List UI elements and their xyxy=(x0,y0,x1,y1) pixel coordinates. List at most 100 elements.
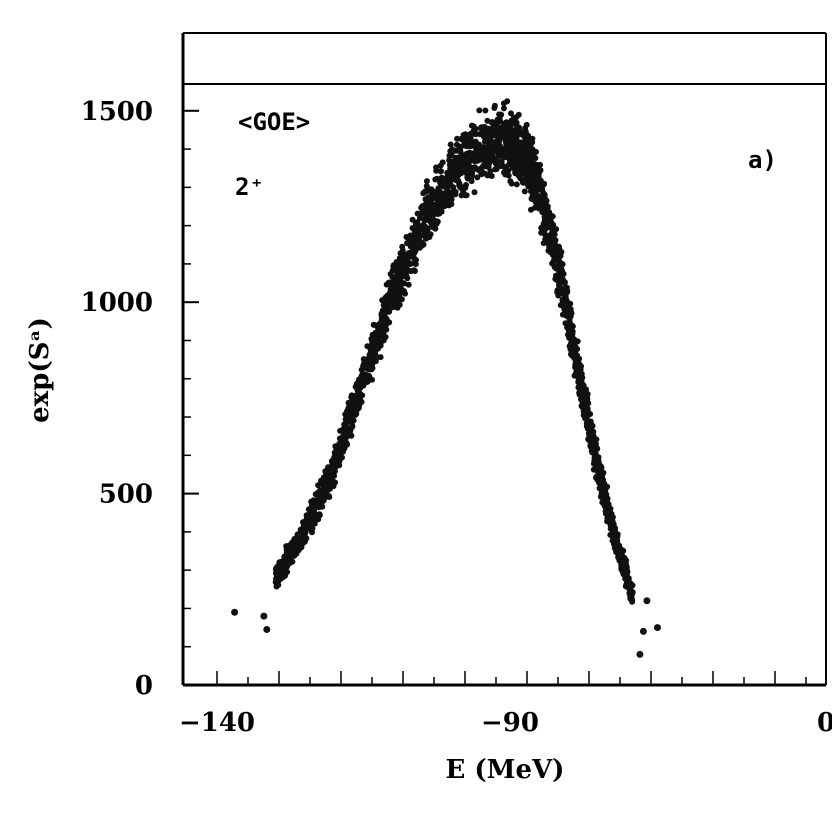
data-point xyxy=(473,165,480,172)
data-point xyxy=(377,327,383,334)
data-point xyxy=(411,268,418,274)
data-point xyxy=(479,124,486,131)
data-point xyxy=(606,508,613,515)
data-point xyxy=(345,399,352,406)
data-point xyxy=(551,231,558,238)
data-point xyxy=(596,480,603,487)
data-point xyxy=(433,201,440,208)
data-point xyxy=(535,173,542,180)
data-point xyxy=(521,154,528,161)
data-point xyxy=(611,526,618,533)
data-point xyxy=(366,366,373,373)
data-point xyxy=(444,186,451,193)
data-point xyxy=(413,221,419,228)
data-point xyxy=(363,371,369,378)
x-tick-label: −90 xyxy=(481,708,539,738)
data-point xyxy=(482,136,489,143)
data-point xyxy=(563,312,570,319)
data-point xyxy=(478,131,484,138)
data-point xyxy=(545,222,552,229)
data-point xyxy=(396,282,403,289)
data-point xyxy=(447,168,454,174)
data-point xyxy=(347,413,354,420)
data-point xyxy=(456,147,463,154)
data-point xyxy=(639,627,647,635)
data-point xyxy=(438,174,445,181)
data-point xyxy=(616,553,623,560)
data-point xyxy=(454,170,461,177)
data-point xyxy=(392,300,399,306)
data-point xyxy=(277,575,283,582)
data-point xyxy=(476,107,483,114)
data-point xyxy=(518,139,525,146)
data-point xyxy=(380,316,387,323)
data-point xyxy=(571,346,578,353)
data-point xyxy=(462,131,469,138)
data-point xyxy=(359,392,366,399)
data-point xyxy=(498,158,505,165)
data-point xyxy=(590,432,597,439)
data-point xyxy=(293,550,300,557)
data-point xyxy=(382,294,389,301)
data-point xyxy=(513,181,520,188)
data-point xyxy=(298,528,305,535)
data-point xyxy=(331,457,338,464)
x-tick-label: 0 xyxy=(817,708,832,738)
data-point xyxy=(354,391,361,398)
data-point xyxy=(304,514,311,521)
data-point xyxy=(508,144,515,151)
data-point xyxy=(445,194,452,201)
data-point xyxy=(454,135,461,142)
data-point xyxy=(416,211,423,218)
data-point xyxy=(427,207,434,214)
data-point xyxy=(378,310,385,317)
data-point xyxy=(490,141,497,148)
data-point xyxy=(450,162,457,169)
data-point xyxy=(471,189,478,196)
data-point xyxy=(622,571,629,578)
data-point xyxy=(514,147,521,154)
data-point xyxy=(372,356,379,363)
data-point xyxy=(545,233,552,240)
data-point xyxy=(430,188,437,195)
y-tick-label: 1500 xyxy=(81,97,153,127)
data-point xyxy=(377,354,384,361)
data-point xyxy=(467,130,474,137)
data-point xyxy=(425,225,432,232)
data-point xyxy=(580,412,587,419)
data-point xyxy=(439,159,446,166)
data-point xyxy=(336,441,343,448)
data-point xyxy=(543,216,550,222)
data-point xyxy=(423,213,430,220)
data-point xyxy=(592,453,599,459)
data-point xyxy=(474,174,481,181)
data-point xyxy=(432,194,439,201)
data-point xyxy=(335,452,342,459)
data-point xyxy=(275,582,282,588)
data-point xyxy=(510,160,517,167)
data-point xyxy=(489,119,496,125)
data-point xyxy=(272,570,279,577)
data-point xyxy=(288,542,295,549)
y-tick-label: 500 xyxy=(99,480,153,510)
data-point xyxy=(357,382,364,389)
data-point xyxy=(536,181,543,188)
data-point xyxy=(458,162,465,169)
data-point xyxy=(287,553,294,560)
data-point xyxy=(628,587,635,594)
data-point xyxy=(361,360,368,367)
y-tick-label: 0 xyxy=(135,671,153,701)
data-point xyxy=(386,308,393,315)
data-point xyxy=(552,246,559,253)
data-point xyxy=(506,155,513,162)
data-point xyxy=(462,192,469,199)
data-point xyxy=(423,183,430,190)
data-point xyxy=(263,625,271,633)
data-point xyxy=(352,383,359,390)
data-point xyxy=(386,279,393,286)
data-point xyxy=(310,505,317,512)
data-point xyxy=(418,204,425,211)
data-point xyxy=(556,284,563,291)
data-point xyxy=(564,307,571,314)
